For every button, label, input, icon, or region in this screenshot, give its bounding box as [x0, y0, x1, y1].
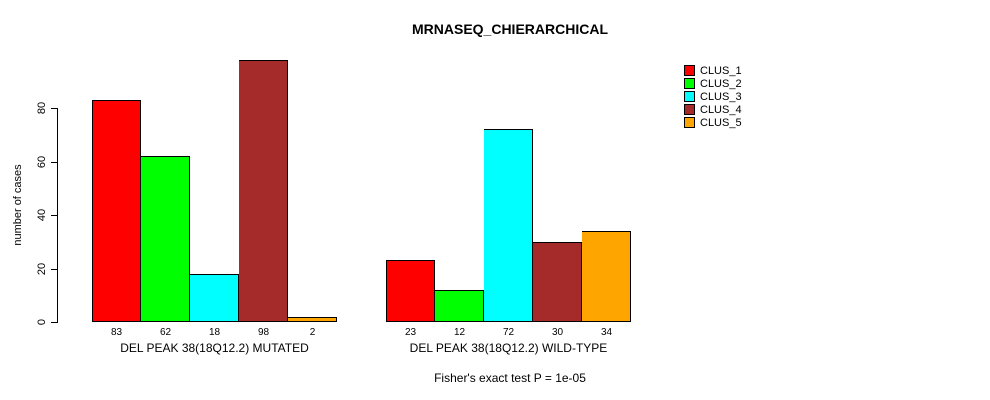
y-tick — [51, 215, 57, 216]
y-tick — [51, 162, 57, 163]
bar-clus_2-group1 — [141, 156, 190, 322]
bar-value-label: 23 — [404, 327, 417, 338]
legend-swatch-clus_1 — [684, 65, 695, 76]
bar-clus_5-group2 — [582, 231, 631, 322]
y-tick-label: 0 — [36, 318, 48, 326]
legend-item: CLUS_3 — [684, 90, 742, 103]
bar-value-label: 34 — [600, 327, 613, 338]
bar-value-label: 30 — [551, 327, 564, 338]
bar-clus_2-group2 — [435, 290, 484, 322]
group-label: DEL PEAK 38(18Q12.2) MUTATED — [120, 341, 309, 355]
y-tick-label: 20 — [36, 262, 48, 276]
legend-label: CLUS_2 — [700, 77, 742, 90]
bar-clus_1-group2 — [386, 260, 435, 322]
bar-clus_3-group2 — [484, 129, 533, 322]
bar-value-label: 62 — [159, 327, 172, 338]
group-label: DEL PEAK 38(18Q12.2) WILD-TYPE — [409, 341, 608, 355]
bar-value-label: 12 — [453, 327, 466, 338]
legend-item: CLUS_1 — [684, 64, 742, 77]
y-tick — [51, 322, 57, 323]
y-tick — [51, 269, 57, 270]
legend-label: CLUS_1 — [700, 64, 742, 77]
legend-label: CLUS_3 — [700, 90, 742, 103]
bar-clus_3-group1 — [190, 274, 239, 322]
bar-clus_5-group1 — [288, 317, 337, 322]
bar-clus_1-group1 — [92, 100, 141, 322]
bar-clus_4-group1 — [239, 60, 288, 322]
legend: CLUS_1 CLUS_2 CLUS_3 CLUS_4 CLUS_5 — [684, 64, 742, 129]
legend-item: CLUS_5 — [684, 116, 742, 129]
bar-value-label: 98 — [257, 327, 270, 338]
legend-label: CLUS_4 — [700, 103, 742, 116]
legend-item: CLUS_2 — [684, 77, 742, 90]
bar-value-label: 18 — [208, 327, 221, 338]
legend-swatch-clus_4 — [684, 104, 695, 115]
legend-swatch-clus_5 — [684, 117, 695, 128]
bar-clus_4-group2 — [533, 242, 582, 322]
legend-label: CLUS_5 — [700, 116, 742, 129]
bar-value-label: 83 — [110, 327, 123, 338]
y-tick-label: 80 — [36, 101, 48, 115]
legend-swatch-clus_3 — [684, 91, 695, 102]
legend-swatch-clus_2 — [684, 78, 695, 89]
chart-title: MRNASEQ_CHIERARCHICAL — [411, 21, 608, 37]
y-tick — [51, 108, 57, 109]
y-tick-label: 60 — [36, 155, 48, 169]
legend-item: CLUS_4 — [684, 103, 742, 116]
bar-value-label: 72 — [502, 327, 515, 338]
fisher-test-note: Fisher's exact test P = 1e-05 — [434, 371, 586, 385]
y-axis-line — [57, 108, 58, 323]
bar-value-label: 2 — [309, 327, 316, 338]
y-tick-label: 40 — [36, 208, 48, 222]
